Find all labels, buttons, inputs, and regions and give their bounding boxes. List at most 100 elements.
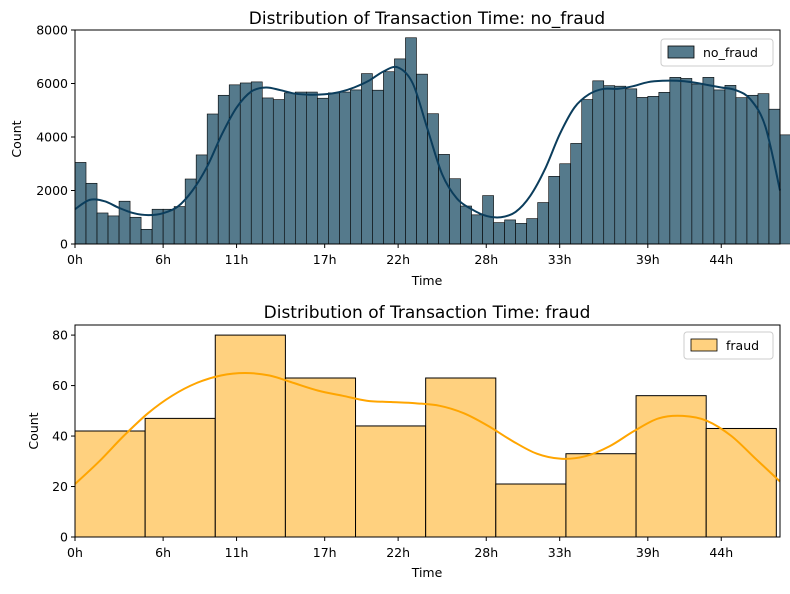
no-fraud-bar bbox=[702, 77, 715, 245]
no-fraud-bars bbox=[74, 37, 790, 245]
no-fraud-bar bbox=[173, 206, 186, 245]
no-fraud-kde-line bbox=[74, 65, 781, 219]
no-fraud-y-tick-label: 2000 bbox=[36, 183, 68, 198]
no-fraud-bar bbox=[537, 202, 549, 245]
no-fraud-bar bbox=[757, 93, 770, 245]
no-fraud-y-ticks: 0 2000 4000 6000 8000 bbox=[36, 23, 75, 252]
no-fraud-bar bbox=[482, 195, 494, 245]
no-fraud-bar bbox=[96, 212, 109, 245]
fraud-chart-title: Distribution of Transaction Time: fraud bbox=[264, 303, 591, 323]
fraud-x-tick-label: 44h bbox=[709, 545, 733, 560]
no-fraud-panel: Distribution of Transaction Time: no_fra… bbox=[9, 9, 790, 288]
no-fraud-bar bbox=[460, 205, 472, 245]
no-fraud-bar bbox=[471, 214, 483, 245]
no-fraud-bar bbox=[295, 91, 307, 245]
fraud-x-tick-label: 28h bbox=[474, 545, 498, 560]
no-fraud-x-tick-label: 11h bbox=[225, 252, 249, 267]
no-fraud-bar bbox=[162, 208, 175, 245]
no-fraud-bar bbox=[339, 91, 351, 245]
no-fraud-x-tick-label: 28h bbox=[474, 252, 498, 267]
fraud-bar bbox=[214, 334, 286, 538]
no-fraud-x-tick-label: 44h bbox=[709, 252, 733, 267]
no-fraud-x-ticks: 0h 6h 11h 17h 22h 28h 33h 39h 44h bbox=[67, 244, 733, 267]
no-fraud-bar bbox=[735, 97, 748, 245]
no-fraud-bar bbox=[526, 218, 538, 245]
no-fraud-bar bbox=[680, 78, 693, 245]
no-fraud-y-tick-label: 8000 bbox=[36, 23, 68, 38]
fraud-x-tick-label: 17h bbox=[313, 545, 337, 560]
no-fraud-bar bbox=[493, 222, 505, 245]
no-fraud-bar bbox=[250, 81, 263, 245]
no-fraud-bar bbox=[592, 80, 605, 245]
fraud-legend: fraud bbox=[683, 331, 774, 360]
fraud-y-ticks: 0 20 40 60 80 bbox=[52, 328, 75, 545]
no-fraud-bar bbox=[779, 134, 790, 245]
no-fraud-bar bbox=[691, 83, 704, 245]
no-fraud-bar bbox=[107, 215, 120, 245]
no-fraud-bar bbox=[581, 99, 594, 245]
no-fraud-bar bbox=[746, 94, 759, 245]
no-fraud-bar bbox=[647, 96, 660, 245]
no-fraud-bar bbox=[515, 223, 527, 245]
fraud-panel: Distribution of Transaction Time: fraud … bbox=[26, 303, 781, 580]
no-fraud-bar bbox=[206, 113, 219, 245]
no-fraud-bar bbox=[272, 99, 285, 245]
no-fraud-bar bbox=[239, 82, 252, 245]
no-fraud-bar bbox=[405, 37, 417, 245]
no-fraud-bar bbox=[372, 89, 384, 245]
no-fraud-x-tick-label: 0h bbox=[67, 252, 83, 267]
fraud-bar bbox=[565, 453, 637, 538]
fraud-y-tick-label: 80 bbox=[52, 328, 68, 343]
fraud-x-axis-label: Time bbox=[411, 565, 443, 580]
no-fraud-x-tick-label: 6h bbox=[155, 252, 171, 267]
fraud-bar bbox=[705, 427, 777, 538]
no-fraud-x-tick-label: 17h bbox=[313, 252, 337, 267]
fraud-bars bbox=[74, 334, 777, 538]
no-fraud-bar bbox=[636, 97, 649, 245]
no-fraud-bar bbox=[361, 73, 373, 245]
no-fraud-y-tick-label: 4000 bbox=[36, 130, 68, 145]
fraud-bar bbox=[495, 483, 567, 538]
no-fraud-chart-title: Distribution of Transaction Time: no_fra… bbox=[249, 9, 605, 29]
fraud-y-tick-label: 0 bbox=[60, 530, 68, 545]
fraud-x-ticks: 0h 6h 11h 17h 22h 28h 33h 39h 44h bbox=[67, 537, 733, 560]
no-fraud-bar bbox=[669, 77, 682, 245]
no-fraud-bar bbox=[658, 92, 671, 245]
fraud-bar bbox=[144, 417, 216, 538]
fraud-bar bbox=[355, 425, 427, 538]
no-fraud-bar bbox=[625, 88, 638, 245]
fraud-x-tick-label: 0h bbox=[67, 545, 83, 560]
fraud-legend-swatch bbox=[690, 338, 718, 352]
no-fraud-bar bbox=[713, 89, 726, 245]
no-fraud-bar bbox=[383, 71, 395, 245]
fraud-bar bbox=[74, 430, 146, 538]
fraud-legend-label: fraud bbox=[726, 338, 759, 353]
fraud-x-tick-label: 22h bbox=[386, 545, 410, 560]
no-fraud-bar bbox=[394, 58, 406, 245]
no-fraud-x-axis-label: Time bbox=[411, 273, 443, 288]
fraud-y-tick-label: 20 bbox=[52, 479, 68, 494]
fraud-x-tick-label: 39h bbox=[636, 545, 660, 560]
no-fraud-bar bbox=[614, 85, 627, 245]
no-fraud-bar bbox=[559, 163, 572, 245]
no-fraud-bar bbox=[129, 216, 142, 245]
no-fraud-y-tick-label: 6000 bbox=[36, 76, 68, 91]
fraud-y-tick-label: 60 bbox=[52, 378, 68, 393]
fraud-plot-frame bbox=[74, 324, 781, 538]
fraud-bar bbox=[284, 377, 357, 538]
no-fraud-bar bbox=[504, 219, 516, 245]
fraud-bar bbox=[425, 377, 497, 538]
no-fraud-bar bbox=[217, 94, 230, 245]
no-fraud-bar bbox=[261, 97, 274, 245]
no-fraud-x-tick-label: 33h bbox=[548, 252, 572, 267]
no-fraud-bar bbox=[570, 143, 583, 245]
no-fraud-bar bbox=[449, 178, 461, 245]
no-fraud-bar bbox=[548, 176, 560, 245]
no-fraud-bar bbox=[317, 97, 329, 245]
fraud-x-tick-label: 11h bbox=[225, 545, 249, 560]
fraud-y-tick-label: 40 bbox=[52, 429, 68, 444]
no-fraud-bar bbox=[768, 108, 781, 245]
no-fraud-bar bbox=[283, 92, 296, 245]
no-fraud-bar bbox=[350, 89, 362, 245]
